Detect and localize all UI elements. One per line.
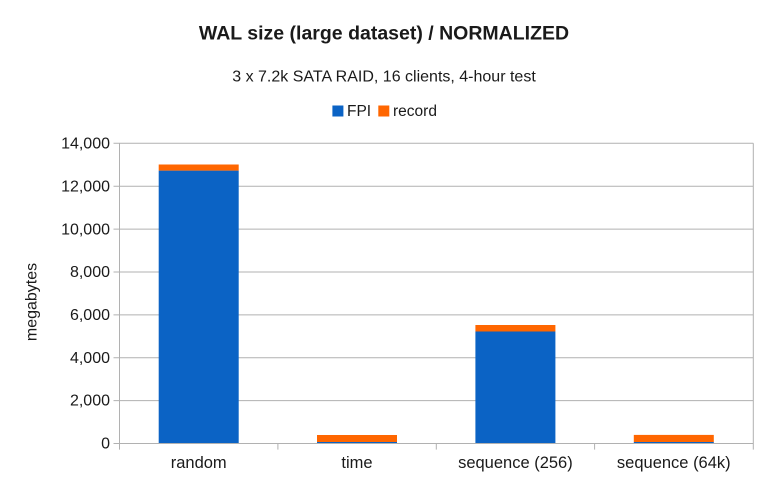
svg-text:6,000: 6,000 — [70, 307, 110, 324]
svg-text:2,000: 2,000 — [70, 393, 110, 410]
svg-text:10,000: 10,000 — [61, 221, 110, 238]
svg-text:WAL size (large dataset) / NOR: WAL size (large dataset) / NORMALIZED — [199, 22, 569, 44]
svg-text:sequence (256): sequence (256) — [458, 454, 573, 472]
svg-text:FPI: FPI — [347, 103, 371, 120]
svg-text:12,000: 12,000 — [61, 179, 110, 196]
svg-text:record: record — [393, 103, 437, 120]
svg-text:4,000: 4,000 — [70, 350, 110, 367]
svg-text:8,000: 8,000 — [70, 264, 110, 281]
svg-text:sequence (64k): sequence (64k) — [617, 454, 731, 472]
svg-text:megabytes: megabytes — [24, 263, 41, 341]
svg-text:3 x 7.2k SATA RAID, 16 clients: 3 x 7.2k SATA RAID, 16 clients, 4-hour t… — [232, 69, 536, 86]
svg-text:time: time — [341, 454, 372, 472]
svg-text:0: 0 — [101, 436, 110, 453]
svg-text:random: random — [171, 454, 227, 472]
svg-text:14,000: 14,000 — [61, 136, 110, 153]
